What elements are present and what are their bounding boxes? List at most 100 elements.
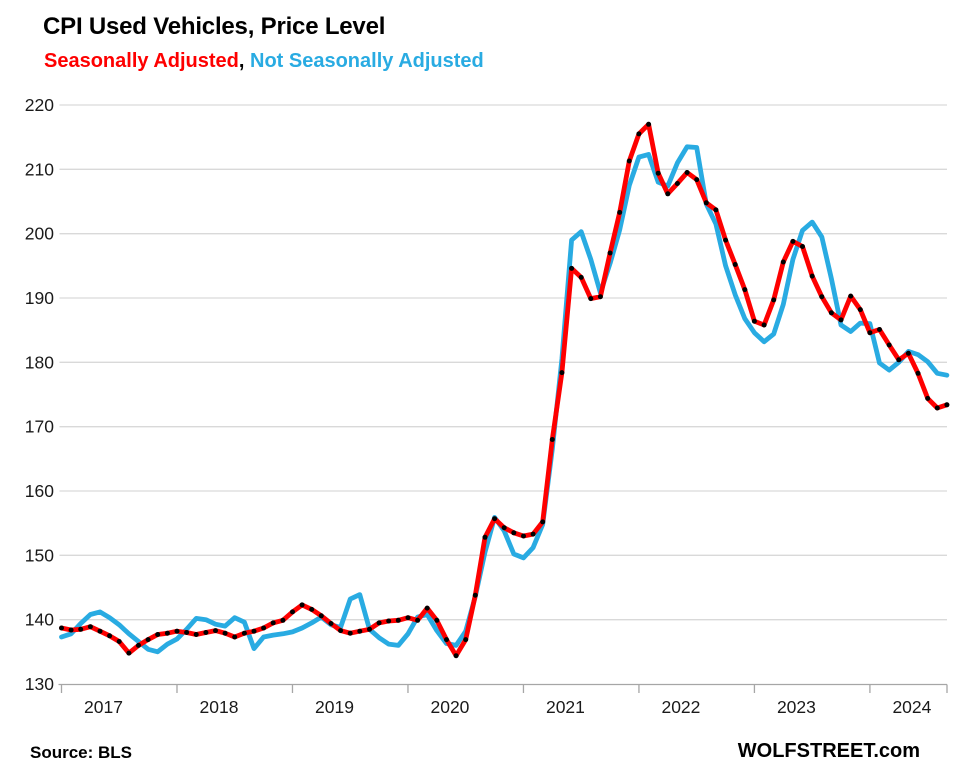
sa-marker-dot bbox=[424, 605, 430, 611]
sa-marker-dot bbox=[819, 294, 825, 300]
sa-marker-dot bbox=[848, 293, 854, 299]
source-label: Source: BLS bbox=[30, 743, 133, 762]
sa-marker-dot bbox=[597, 294, 603, 300]
y-axis-label: 170 bbox=[25, 417, 54, 437]
sa-marker-dot bbox=[309, 606, 315, 612]
x-axis-label: 2018 bbox=[200, 697, 239, 717]
sa-marker-dot bbox=[318, 613, 324, 619]
sa-marker-dot bbox=[347, 630, 353, 636]
y-axis-label: 130 bbox=[25, 674, 54, 694]
sa-marker-dot bbox=[703, 200, 709, 206]
sa-marker-dot bbox=[444, 637, 449, 643]
sa-marker-dot bbox=[925, 395, 931, 401]
sa-marker-dot bbox=[174, 628, 180, 634]
sa-marker-dot bbox=[155, 632, 161, 637]
sa-marker-dot bbox=[540, 519, 546, 525]
sa-marker-dot bbox=[501, 525, 507, 531]
sa-marker-dot bbox=[126, 650, 132, 656]
sa-marker-dot bbox=[213, 628, 218, 634]
sa-marker-dot bbox=[886, 342, 892, 348]
sa-marker-dot bbox=[617, 209, 623, 215]
sa-marker-dot bbox=[674, 181, 680, 186]
sa-marker-dot bbox=[415, 617, 421, 623]
sa-marker-dot bbox=[251, 628, 257, 634]
sa-marker-dot bbox=[270, 620, 276, 626]
sa-marker-dot bbox=[521, 533, 526, 539]
sa-marker-dot bbox=[338, 628, 344, 634]
sa-marker-dot bbox=[569, 265, 575, 271]
sa-marker-dot bbox=[944, 402, 950, 408]
sa-marker-dot bbox=[655, 170, 661, 176]
sa-marker-dot bbox=[665, 191, 671, 197]
sa-marker-dot bbox=[193, 632, 199, 637]
sa-marker-dot bbox=[588, 296, 594, 302]
y-axis-label: 180 bbox=[25, 352, 54, 372]
sa-marker-dot bbox=[694, 177, 700, 183]
sa-marker-dot bbox=[463, 637, 469, 643]
brand-label: WOLFSTREET.com bbox=[737, 740, 920, 762]
sa-marker-dot bbox=[472, 592, 478, 598]
legend-item-not-seasonally-adjusted: Not Seasonally Adjusted bbox=[250, 50, 484, 72]
y-axis-label: 150 bbox=[25, 545, 54, 565]
sa-marker-dot bbox=[549, 437, 555, 442]
sa-marker-dot bbox=[905, 350, 911, 356]
sa-marker-dot bbox=[530, 531, 536, 537]
sa-marker-dot bbox=[934, 405, 940, 411]
y-axis-label: 210 bbox=[25, 159, 54, 179]
sa-marker-dot bbox=[78, 626, 84, 632]
sa-marker-dot bbox=[136, 642, 141, 648]
y-axis-label: 200 bbox=[25, 224, 54, 244]
sa-marker-dot bbox=[684, 170, 690, 175]
sa-marker-dot bbox=[145, 637, 151, 643]
sa-marker-dot bbox=[482, 534, 488, 540]
sa-marker-dot bbox=[116, 639, 122, 644]
sa-marker-dot bbox=[828, 310, 834, 316]
x-axis-label: 2020 bbox=[430, 697, 469, 717]
x-axis-label: 2021 bbox=[546, 697, 585, 717]
sa-marker-dot bbox=[800, 244, 805, 249]
sa-marker-dot bbox=[164, 630, 170, 636]
sa-marker-dot bbox=[395, 617, 401, 623]
x-axis-label: 2017 bbox=[84, 697, 123, 717]
sa-marker-dot bbox=[780, 259, 786, 265]
sa-marker-dot bbox=[434, 617, 440, 623]
sa-marker-dot bbox=[290, 609, 295, 615]
sa-marker-dot bbox=[492, 516, 498, 522]
sa-marker-dot bbox=[646, 121, 652, 127]
chart-title: CPI Used Vehicles, Price Level bbox=[43, 13, 386, 40]
sa-marker-dot bbox=[867, 330, 873, 336]
legend: Seasonally Adjusted, Not Seasonally Adju… bbox=[44, 50, 484, 73]
x-axis-label: 2019 bbox=[315, 697, 354, 717]
sa-line bbox=[59, 121, 950, 659]
sa-marker-dot bbox=[222, 630, 228, 636]
sa-marker-dot bbox=[280, 617, 286, 623]
sa-marker-dot bbox=[761, 322, 767, 328]
legend-separator: , bbox=[238, 50, 250, 72]
sa-marker-dot bbox=[299, 602, 305, 608]
sa-marker-dot bbox=[87, 624, 93, 630]
sa-marker-dot bbox=[261, 625, 267, 631]
legend-item-seasonally-adjusted: Seasonally Adjusted bbox=[44, 50, 239, 72]
x-axis-label: 2023 bbox=[777, 697, 816, 717]
sa-marker-dot bbox=[357, 628, 363, 634]
sa-marker-dot bbox=[107, 633, 113, 639]
x-axis-label: 2024 bbox=[892, 697, 931, 717]
sa-marker-dot bbox=[742, 287, 748, 293]
y-axis-label: 160 bbox=[25, 481, 54, 501]
sa-marker-dot bbox=[511, 530, 517, 536]
nsa-line bbox=[59, 144, 950, 655]
sa-marker-dot bbox=[877, 327, 882, 332]
sa-marker-dot bbox=[367, 626, 372, 632]
sa-marker-dot bbox=[241, 630, 247, 636]
sa-marker-dot bbox=[376, 620, 382, 626]
sa-marker-dot bbox=[857, 307, 863, 313]
sa-marker-dot bbox=[751, 318, 757, 324]
sa-marker-dot bbox=[578, 274, 584, 280]
sa-marker-dot bbox=[453, 653, 459, 659]
sa-marker-dot bbox=[97, 628, 103, 634]
sa-marker-dot bbox=[915, 370, 921, 376]
y-axis-label: 190 bbox=[25, 288, 54, 308]
sa-marker-dot bbox=[809, 273, 815, 279]
